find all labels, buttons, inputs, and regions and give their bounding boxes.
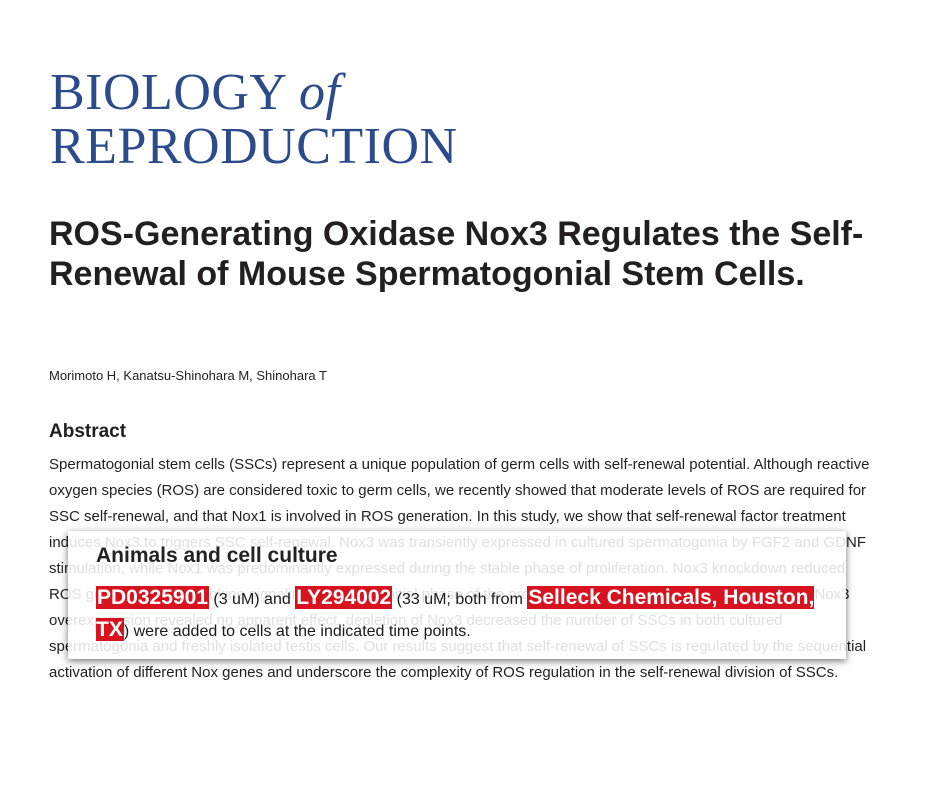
journal-name-of: of xyxy=(299,64,341,121)
highlight-compound-pd0325901: PD0325901 xyxy=(96,586,209,609)
callout-text-conc1: (3 uM) and xyxy=(208,591,296,608)
methods-callout: Animals and cell culture PD0325901 (3 uM… xyxy=(68,531,846,659)
abstract-heading: Abstract xyxy=(49,421,127,442)
journal-name-reproduction: REPRODUCTION xyxy=(50,118,458,175)
callout-heading: Animals and cell culture xyxy=(96,544,338,567)
journal-logo: BIOLOGY of REPRODUCTION xyxy=(50,66,458,174)
author-list: Morimoto H, Kanatsu-Shinohara M, Shinoha… xyxy=(49,368,327,383)
callout-body: PD0325901 (3 uM) and LY294002 (33 uM; bo… xyxy=(96,583,826,647)
callout-text-tail: ) were added to cells at the indicated t… xyxy=(123,623,471,640)
article-title: ROS-Generating Oxidase Nox3 Regulates th… xyxy=(49,215,864,293)
highlight-compound-ly294002: LY294002 xyxy=(295,586,393,609)
callout-text-conc2: (33 uM; both from xyxy=(392,591,528,608)
journal-name-biology: BIOLOGY xyxy=(50,64,300,121)
